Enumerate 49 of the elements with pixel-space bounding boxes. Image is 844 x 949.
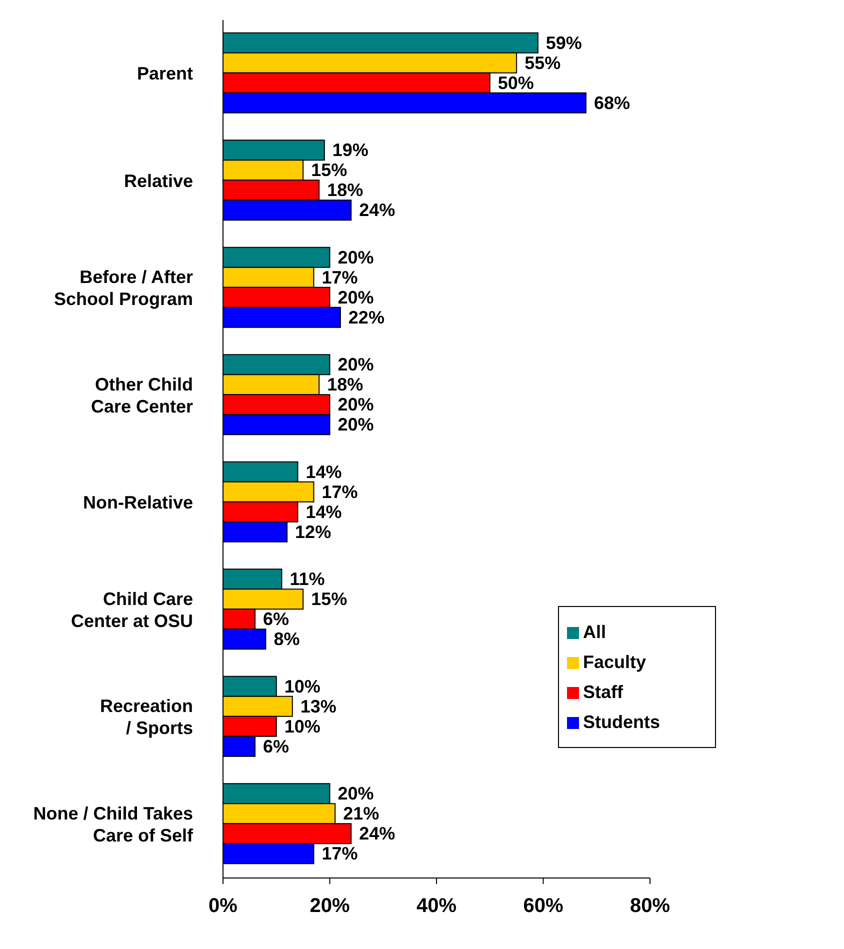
- y-tick-label: Parent: [136, 64, 193, 84]
- data-label: 17%: [322, 482, 358, 502]
- y-tick-label: Before / After School Program: [54, 267, 193, 310]
- x-tick-label: 60%: [523, 895, 564, 918]
- data-label: 55%: [524, 52, 561, 73]
- data-label: 68%: [594, 92, 630, 113]
- y-tick-label: Child Care Center at OSU: [70, 588, 193, 631]
- data-label: 17%: [322, 267, 358, 288]
- data-label: 12%: [295, 522, 332, 542]
- data-label: 59%: [546, 32, 582, 53]
- y-tick-label: Non-Relative: [82, 492, 193, 513]
- y-tick-label: None / Child Takes Care of Self: [33, 803, 194, 846]
- data-label: 20%: [338, 414, 374, 435]
- data-label: 20%: [338, 247, 374, 268]
- legend-label: All: [583, 622, 606, 642]
- data-label: 14%: [306, 462, 342, 482]
- data-label: 24%: [359, 200, 396, 220]
- legend-label: Students: [583, 712, 660, 732]
- data-label: 8%: [274, 629, 300, 650]
- data-label: 20%: [338, 287, 374, 308]
- legend-label: Faculty: [583, 652, 646, 672]
- data-label: 13%: [300, 696, 336, 716]
- data-label: 11%: [290, 569, 325, 590]
- data-label: 14%: [306, 502, 342, 522]
- x-tick-label: 80%: [630, 895, 670, 918]
- data-label: 21%: [343, 804, 380, 824]
- data-label: 18%: [327, 180, 364, 200]
- data-label: 20%: [338, 784, 374, 804]
- legend-label: Staff: [583, 682, 623, 702]
- data-label: 15%: [311, 160, 348, 180]
- data-label: 19%: [332, 140, 368, 160]
- data-label: 15%: [311, 589, 348, 610]
- data-label: 10%: [284, 676, 320, 696]
- data-label: 18%: [327, 374, 364, 395]
- x-tick-label: 0%: [208, 895, 238, 918]
- data-label: 17%: [322, 844, 358, 864]
- y-tick-label: Other Child Care Center: [90, 374, 193, 416]
- y-tick-label: Relative: [124, 170, 193, 191]
- data-label: 50%: [498, 72, 534, 93]
- data-label: 10%: [284, 716, 320, 736]
- data-label: 6%: [263, 736, 290, 756]
- x-tick-label: 20%: [310, 895, 350, 918]
- y-tick-label: Recreation / Sports: [100, 696, 193, 738]
- x-tick-label: 40%: [416, 895, 457, 918]
- data-label: 20%: [338, 394, 374, 415]
- data-label: 6%: [263, 609, 290, 630]
- data-label: 24%: [359, 824, 396, 844]
- data-label: 22%: [348, 307, 384, 328]
- data-label: 20%: [338, 354, 374, 375]
